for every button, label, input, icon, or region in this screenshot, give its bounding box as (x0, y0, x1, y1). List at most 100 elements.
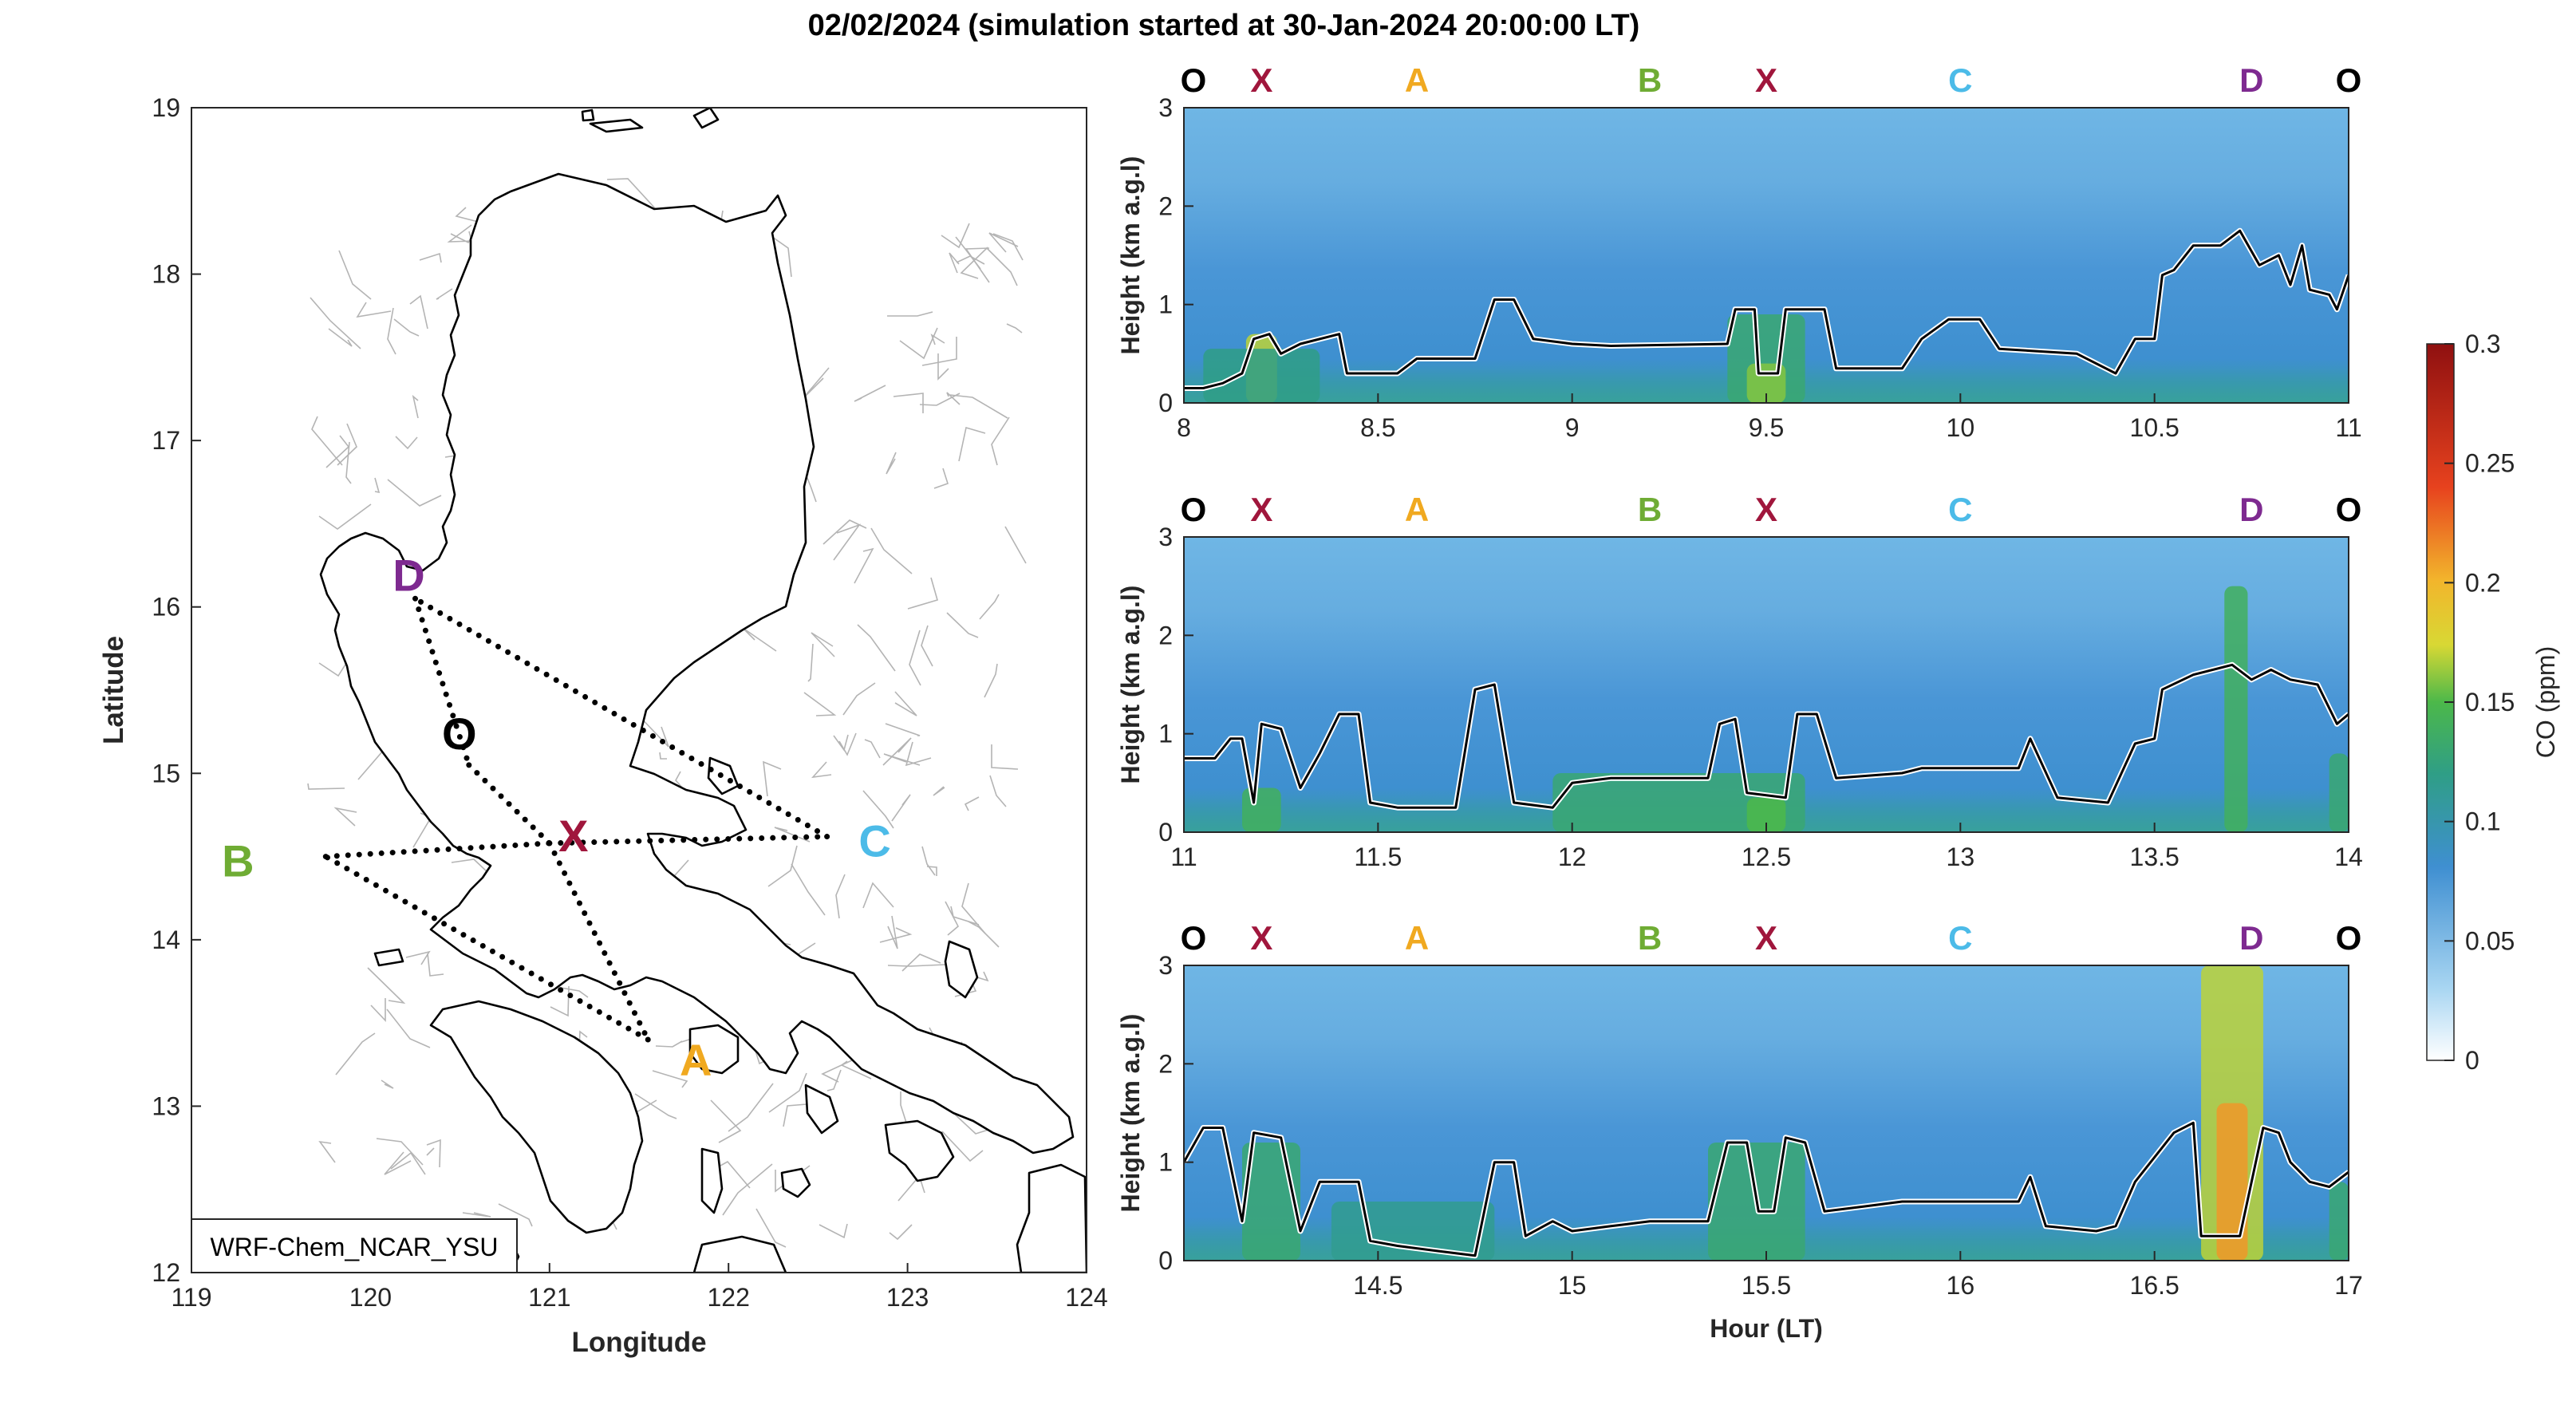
route-segment-X-A (546, 840, 651, 1043)
admin-boundary (805, 473, 817, 503)
admin-boundary (949, 394, 1008, 419)
pblh-line (1184, 1121, 2349, 1257)
panel-y-axis-label: Height (km a.g.l) (1116, 1014, 1145, 1213)
admin-boundary (634, 1093, 677, 1119)
admin-boundary (811, 632, 835, 657)
admin-boundary (958, 426, 986, 462)
admin-boundary (419, 252, 442, 263)
admin-boundary (887, 964, 946, 967)
station-label-X: X (1755, 61, 1777, 99)
map-point-label-A: A (680, 1035, 712, 1085)
admin-boundary (882, 737, 912, 766)
station-label-O: O (2336, 491, 2362, 528)
panel-x-tick-label: 16.5 (2130, 1271, 2180, 1300)
admin-boundary (838, 732, 857, 756)
route-segment-B-X (322, 840, 553, 860)
admin-boundary (921, 625, 933, 667)
admin-boundary (941, 1131, 984, 1162)
admin-boundary (862, 790, 894, 829)
admin-boundary (426, 1147, 435, 1156)
admin-boundary (659, 752, 667, 760)
route-lines (322, 595, 830, 1043)
lubang-coast (373, 948, 404, 967)
admin-boundary (356, 302, 392, 318)
map-y-axis-label: Latitude (98, 636, 129, 744)
admin-boundary (988, 232, 1019, 253)
panel-y-tick-label: 0 (1158, 389, 1173, 417)
burias-coast (804, 1083, 839, 1135)
route-segment-X-C (546, 834, 830, 847)
panel-plot-area (1184, 108, 2349, 403)
admin-boundary (821, 1059, 854, 1083)
map-x-tick-label: 122 (708, 1283, 750, 1312)
pblh-line (1184, 229, 2349, 389)
admin-boundary (960, 247, 988, 279)
catanduanes-coast (944, 940, 979, 999)
co-high-concentration-cell (1203, 349, 1320, 403)
admin-boundary (900, 1091, 907, 1123)
admin-boundary (387, 479, 442, 507)
admin-boundary (949, 252, 960, 274)
map-point-label-C: C (858, 816, 890, 866)
admin-boundary (655, 1040, 683, 1048)
admin-boundary (921, 337, 957, 366)
admin-boundary (722, 1163, 773, 1216)
admin-boundary (311, 416, 343, 466)
admin-boundary (819, 1223, 848, 1239)
admin-boundary (854, 385, 886, 402)
admin-boundary (742, 627, 777, 652)
map-point-label-O: O (442, 708, 477, 759)
station-label-X: X (1250, 919, 1272, 957)
admin-boundary (864, 739, 881, 759)
station-label-O: O (2336, 61, 2362, 99)
map-x-tick-label: 121 (528, 1283, 570, 1312)
admin-boundary (376, 1138, 424, 1166)
colorbar-ticks: 0 0.05 0.1 0.15 0.2 0.25 0.3 (2444, 330, 2515, 1075)
admin-boundary (887, 311, 933, 317)
station-label-O: O (1181, 491, 1207, 528)
admin-boundary (826, 1069, 842, 1091)
admin-boundary (979, 594, 1000, 620)
map-x-tick-label: 120 (349, 1283, 392, 1312)
admin-boundary (768, 1072, 807, 1113)
admin-boundary (989, 775, 1007, 807)
colorbar-tick-label: 0.15 (2465, 688, 2515, 716)
panel-x-tick-label: 17 (2334, 1271, 2363, 1300)
admin-boundary (767, 845, 798, 887)
admin-boundary (854, 547, 874, 584)
map-x-axis-label: Longitude (571, 1327, 706, 1358)
admin-boundary (968, 921, 1000, 948)
figure-title: 02/02/2024 (simulation started at 30-Jan… (808, 9, 1640, 42)
admin-boundary (946, 392, 961, 405)
admin-boundary (374, 477, 381, 494)
admin-boundary (926, 866, 937, 876)
sibuyan-coast (780, 1167, 811, 1198)
map-y-tick-label: 16 (152, 593, 180, 622)
station-label-A: A (1405, 491, 1429, 528)
panel-y-axis-label: Height (km a.g.l) (1116, 586, 1145, 784)
colorbar-tick-label: 0.3 (2465, 330, 2500, 358)
coastline (319, 108, 1087, 1273)
admin-boundary (635, 712, 669, 748)
admin-boundary (412, 394, 419, 419)
admin-boundary (405, 950, 431, 965)
map-y-tick-label: 17 (152, 426, 180, 455)
admin-boundary (325, 435, 350, 468)
colorbar-tick-label: 0.25 (2465, 449, 2515, 478)
admin-boundary (774, 827, 811, 843)
panel-y-tick-label: 3 (1158, 93, 1173, 122)
admin-boundary (1006, 323, 1023, 334)
map-y-tick-label: 19 (152, 93, 180, 122)
admin-boundary (1004, 526, 1027, 564)
panel-y-tick-label: 1 (1158, 290, 1173, 319)
mindoro-coast (429, 1000, 644, 1234)
station-label-D: D (2239, 919, 2263, 957)
station-label-C: C (1948, 491, 1972, 528)
colorbar-tick-label: 0.2 (2465, 568, 2500, 597)
panel-x-tick-label: 16 (1947, 1271, 1975, 1300)
admin-boundary (310, 297, 361, 349)
route-points: D O X C B A (222, 550, 891, 1085)
panel-x-tick-label: 13 (1947, 843, 1975, 871)
station-label-C: C (1948, 61, 1972, 99)
